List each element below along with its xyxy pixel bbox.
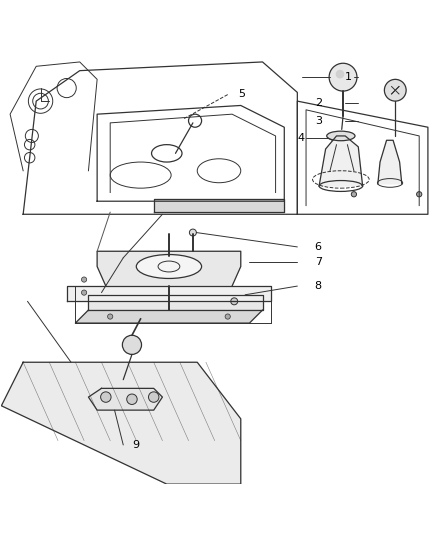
Ellipse shape xyxy=(136,255,201,278)
Text: 6: 6 xyxy=(315,242,322,252)
Circle shape xyxy=(417,192,422,197)
Circle shape xyxy=(329,63,357,91)
Text: 4: 4 xyxy=(297,133,304,143)
Circle shape xyxy=(385,79,406,101)
Polygon shape xyxy=(97,251,241,286)
Polygon shape xyxy=(154,199,284,212)
Text: 3: 3 xyxy=(315,116,322,126)
Circle shape xyxy=(127,394,137,405)
Circle shape xyxy=(122,335,141,354)
Text: 1: 1 xyxy=(345,72,352,82)
Circle shape xyxy=(148,392,159,402)
Polygon shape xyxy=(88,389,162,410)
Text: 7: 7 xyxy=(315,257,322,267)
Circle shape xyxy=(81,277,87,282)
Circle shape xyxy=(189,229,196,236)
Polygon shape xyxy=(1,362,241,484)
Circle shape xyxy=(336,70,344,78)
Text: 8: 8 xyxy=(315,281,322,291)
Circle shape xyxy=(81,290,87,295)
Text: 2: 2 xyxy=(315,98,322,108)
Text: 9: 9 xyxy=(132,440,139,450)
Polygon shape xyxy=(319,136,363,186)
Circle shape xyxy=(231,298,238,305)
Circle shape xyxy=(351,192,357,197)
Polygon shape xyxy=(378,140,402,184)
Circle shape xyxy=(108,314,113,319)
Polygon shape xyxy=(75,310,262,323)
Polygon shape xyxy=(88,295,262,310)
Text: 5: 5 xyxy=(239,88,246,99)
Circle shape xyxy=(101,392,111,402)
Circle shape xyxy=(225,314,230,319)
Ellipse shape xyxy=(327,131,355,141)
Polygon shape xyxy=(67,286,271,301)
